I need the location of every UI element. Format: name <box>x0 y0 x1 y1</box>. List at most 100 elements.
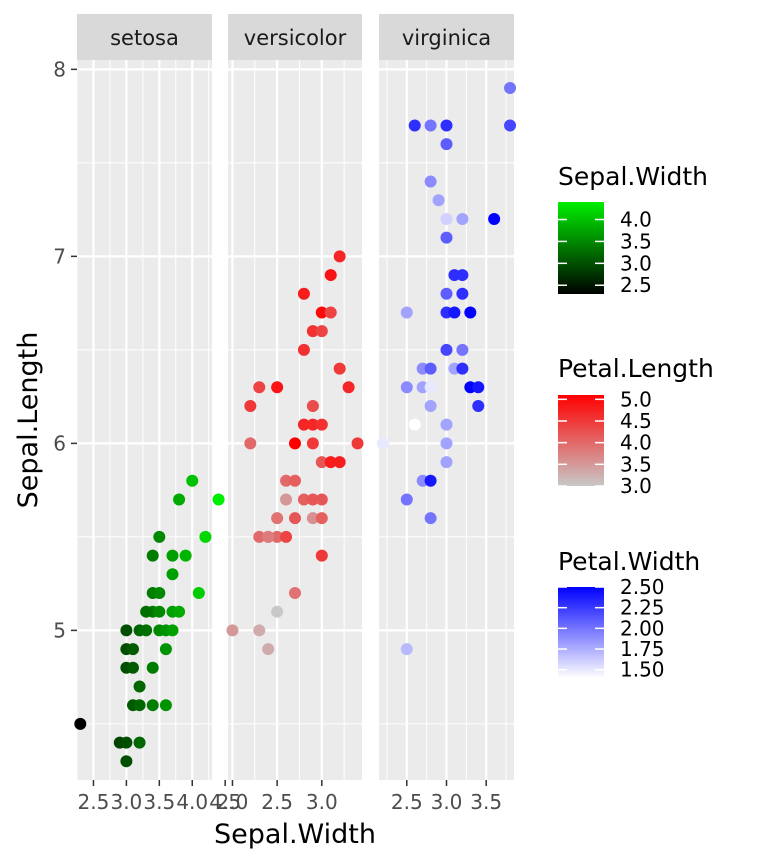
data-point <box>244 399 257 412</box>
legend-label: 4.0 <box>620 431 652 455</box>
data-point <box>253 381 266 394</box>
data-point <box>472 381 485 394</box>
data-point <box>74 717 87 730</box>
data-point <box>271 381 284 394</box>
data-point <box>280 493 293 506</box>
data-point <box>126 643 139 656</box>
data-point <box>315 512 328 525</box>
data-point <box>440 119 453 132</box>
data-point <box>159 643 172 656</box>
data-point <box>424 119 437 132</box>
data-point <box>140 624 153 637</box>
data-point <box>440 138 453 151</box>
data-point <box>440 287 453 300</box>
data-point <box>408 418 421 431</box>
data-point <box>440 212 453 225</box>
data-point <box>351 437 364 450</box>
x-axis-title: Sepal.Width <box>214 819 376 850</box>
data-point <box>297 287 310 300</box>
y-axis-title: Sepal.Length <box>13 332 44 509</box>
facet-panel-versicolor: versicolor 2.0 2.5 3.0 <box>217 14 364 814</box>
data-point <box>173 493 186 506</box>
legend-label: 2.50 <box>620 575 665 599</box>
data-point <box>120 755 133 768</box>
data-point <box>504 119 517 132</box>
data-point <box>153 530 166 543</box>
data-point <box>324 306 337 319</box>
data-point <box>153 605 166 618</box>
data-point <box>408 119 421 132</box>
x-tick-label: 3.5 <box>470 790 502 814</box>
facet-panel-virginica: virginica 2.5 3.0 3.5 <box>376 14 517 814</box>
data-point <box>333 362 346 375</box>
facet-strip-label: virginica <box>402 26 491 50</box>
data-point <box>400 381 413 394</box>
data-point <box>226 624 239 637</box>
x-tick-label: 3.0 <box>306 790 338 814</box>
data-point <box>440 231 453 244</box>
legend-label: 3.0 <box>620 251 652 275</box>
data-point <box>376 437 389 450</box>
data-point <box>280 474 293 487</box>
data-point <box>133 680 146 693</box>
data-point <box>315 418 328 431</box>
legend-colorbar <box>558 587 604 678</box>
data-point <box>424 474 437 487</box>
x-tick-label: 3.5 <box>143 790 175 814</box>
x-tick-label: 2.5 <box>78 790 110 814</box>
legend-petal-length: Petal.Length 5.04.54.03.53.0 <box>558 354 714 498</box>
data-point <box>440 418 453 431</box>
data-point <box>126 661 139 674</box>
data-point <box>448 306 461 319</box>
data-point <box>306 418 319 431</box>
x-tick-label: 4.5 <box>209 790 241 814</box>
data-point <box>456 269 469 282</box>
legend-sepal-width: Sepal.Width 4.03.53.02.5 <box>558 162 708 297</box>
data-point <box>306 399 319 412</box>
data-point <box>146 661 159 674</box>
data-point <box>440 437 453 450</box>
legend-label: 4.0 <box>620 208 652 232</box>
panel-background <box>77 60 212 780</box>
data-point <box>262 643 275 656</box>
data-point <box>297 418 310 431</box>
x-tick-label: 3.0 <box>431 790 463 814</box>
legend-label: 2.5 <box>620 273 652 297</box>
data-point <box>424 175 437 188</box>
legend-label: 3.5 <box>620 452 652 476</box>
y-tick-label: 7 <box>53 244 66 268</box>
legend-label: 1.75 <box>620 637 665 661</box>
data-point <box>440 456 453 469</box>
data-point <box>212 493 225 506</box>
legend-label: 4.5 <box>620 409 652 433</box>
y-tick-label: 6 <box>53 431 66 455</box>
data-point <box>333 456 346 469</box>
data-point <box>133 736 146 749</box>
data-point <box>192 586 205 599</box>
data-point <box>456 362 469 375</box>
data-point <box>456 212 469 225</box>
data-point <box>244 437 257 450</box>
x-tick-label: 2.5 <box>261 790 293 814</box>
data-point <box>159 699 172 712</box>
data-point <box>166 568 179 581</box>
legend-title: Sepal.Width <box>558 162 708 191</box>
data-point <box>315 456 328 469</box>
facet-strip-label: setosa <box>110 26 179 50</box>
data-point <box>315 549 328 562</box>
data-point <box>289 586 301 599</box>
x-tick-label: 4.0 <box>176 790 208 814</box>
data-point <box>424 381 437 394</box>
data-point <box>146 549 159 562</box>
legend-label: 3.5 <box>620 229 652 253</box>
data-point <box>306 493 319 506</box>
legend-label: 3.0 <box>620 474 652 498</box>
data-point <box>432 194 445 207</box>
data-point <box>306 325 319 338</box>
data-point <box>464 306 477 319</box>
y-tick-label: 5 <box>53 618 66 642</box>
data-point <box>271 605 284 618</box>
legend-title: Petal.Width <box>558 547 700 576</box>
legend-title: Petal.Length <box>558 354 714 383</box>
